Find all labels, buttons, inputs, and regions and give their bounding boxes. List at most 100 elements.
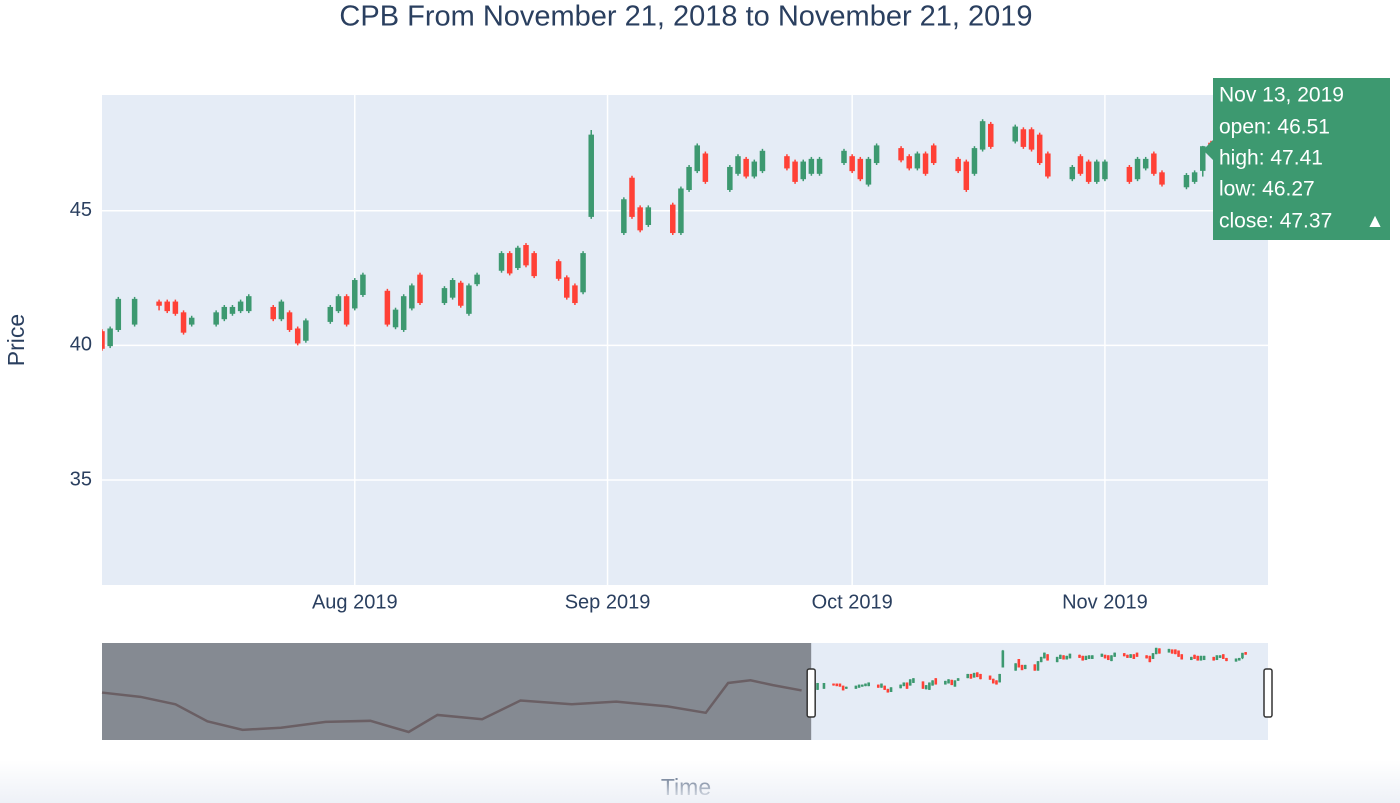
candle-body: [131, 298, 138, 325]
candle-body: [629, 177, 635, 217]
candle-body: [327, 306, 334, 322]
candle-body: [1113, 652, 1116, 657]
candle-body: [1100, 653, 1104, 657]
candle-body: [934, 678, 938, 685]
candle-body: [963, 161, 970, 190]
plot-area: [102, 95, 1268, 585]
candle-body: [972, 672, 976, 678]
candle-body: [905, 682, 909, 689]
tooltip-line: low: 46.27: [1219, 178, 1315, 201]
tooltip-line: close: 47.37: [1219, 210, 1332, 233]
slider-mask: [102, 643, 812, 740]
slider-handle[interactable]: [1263, 668, 1273, 718]
candle-body: [873, 145, 880, 164]
candle-body: [912, 678, 915, 683]
candle-body: [474, 274, 480, 285]
candle-body: [988, 123, 994, 147]
candle-body: [743, 158, 749, 177]
candle-body: [1085, 161, 1092, 182]
candle-body: [1094, 161, 1100, 182]
candle-body: [115, 298, 122, 330]
candle-body: [883, 685, 886, 690]
candle-body: [998, 673, 1001, 683]
candle-body: [1126, 654, 1129, 658]
candle-body: [645, 207, 652, 225]
candle-body: [588, 134, 594, 217]
candle-body: [1059, 654, 1062, 659]
tooltip-marker: ▲: [1366, 211, 1385, 232]
candle-body: [1110, 655, 1113, 662]
candle-body: [849, 156, 855, 172]
candle-body: [1142, 158, 1149, 169]
candle-body: [1077, 156, 1084, 174]
candle-body: [1151, 153, 1157, 174]
candle-body: [1036, 661, 1040, 671]
candle-body: [971, 148, 978, 174]
candle-body: [1170, 649, 1174, 654]
candle-body: [906, 156, 912, 169]
candle-body: [1177, 650, 1180, 657]
candle-body: [1234, 658, 1238, 662]
candles: [102, 119, 1214, 351]
slider-handle[interactable]: [806, 668, 816, 718]
candle-body: [384, 290, 391, 325]
candle-body: [759, 150, 766, 172]
candle-body: [270, 306, 276, 320]
candle-body: [621, 199, 627, 234]
candle-body: [857, 684, 861, 688]
candle-body: [352, 280, 358, 309]
candle-body: [792, 161, 798, 182]
candle-body: [400, 296, 407, 330]
candle-body: [1126, 166, 1133, 182]
candle-body: [899, 684, 902, 689]
candle-body: [229, 306, 236, 314]
candle-body: [1215, 655, 1219, 661]
candle-body: [886, 688, 890, 693]
candle-body: [808, 158, 815, 174]
candle-body: [156, 301, 162, 306]
candle-body: [1043, 652, 1046, 659]
candle-body: [1012, 126, 1018, 142]
candle-body: [1033, 664, 1037, 671]
candle-body: [637, 207, 643, 231]
candle-body: [969, 673, 973, 679]
candle-body: [686, 166, 692, 190]
candle-body: [735, 156, 741, 174]
candle-body: [865, 158, 872, 185]
candle-body: [1036, 134, 1043, 164]
candle-body: [1132, 654, 1136, 659]
candle-body: [924, 685, 928, 690]
candle-body: [1183, 175, 1190, 188]
candle-body: [857, 158, 864, 180]
candle-body: [221, 306, 228, 320]
candle-body: [303, 320, 309, 341]
candle-body: [1193, 654, 1196, 659]
candle-body: [931, 680, 934, 686]
candle-body: [188, 317, 195, 325]
candle-body: [1084, 655, 1088, 661]
candle-body: [555, 261, 562, 279]
candle-body: [930, 145, 937, 164]
candle-body: [1199, 655, 1203, 661]
candle-body: [441, 288, 448, 304]
candle-body: [1069, 166, 1076, 180]
candle-body: [1191, 172, 1198, 182]
candle-body: [1212, 656, 1215, 661]
candle-body: [854, 685, 858, 689]
candle-body: [702, 153, 709, 182]
candle-body: [458, 282, 464, 306]
candle-body: [816, 158, 823, 174]
candle-body: [921, 681, 925, 689]
candle-body: [991, 678, 995, 684]
candle-body: [947, 679, 950, 684]
candle-body: [800, 161, 806, 180]
candle-body: [979, 673, 982, 680]
candle-body: [1081, 655, 1085, 661]
candle-body: [213, 312, 219, 325]
candle-body: [1028, 129, 1035, 150]
candle-body: [498, 253, 505, 271]
candle-body: [1159, 172, 1165, 185]
candle-body: [409, 285, 415, 309]
candle-body: [914, 153, 921, 169]
